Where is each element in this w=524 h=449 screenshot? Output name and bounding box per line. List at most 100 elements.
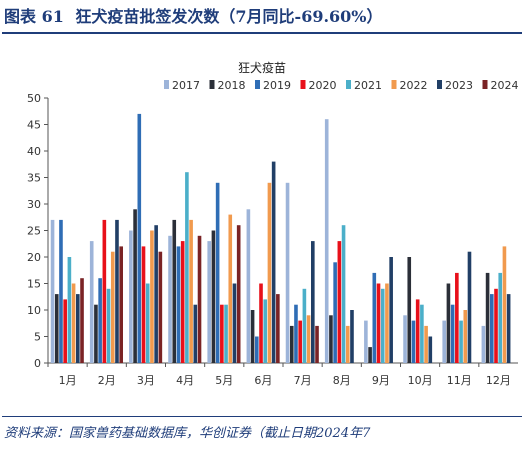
y-tick-label: 15 [27,278,41,291]
bar-2023 [271,161,276,363]
bar-2024 [315,325,319,363]
bar-2018 [172,219,177,363]
bar-2022 [267,182,272,363]
bar-2023 [467,251,472,363]
bar-2017 [207,241,212,363]
bar-2024 [236,225,241,363]
bar-2021 [380,288,385,363]
caption-rule [2,32,522,34]
bar-2021 [263,299,268,363]
x-tick-label: 6月 [254,374,272,387]
bars [50,113,511,364]
bar-2023 [428,336,433,363]
bar-2020 [259,283,263,363]
bar-2022 [228,214,233,363]
bar-2017 [246,209,251,363]
y-tick-label: 30 [27,198,41,211]
bar-2023 [350,310,354,363]
source-rule [2,416,522,417]
source-note: 资料来源：国家兽药基础数据库，华创证券（截止日期2024年7 [4,426,371,441]
bar-2020 [415,299,420,363]
bar-2019 [294,304,298,363]
bar-2019 [176,246,181,363]
y-tick-label: 45 [27,119,41,132]
legend: 2017 2018 2019 2020 2021 2022 2023 2024 [164,79,519,92]
bar-2017 [481,325,486,363]
bar-2023 [154,225,158,363]
y-tick-label: 25 [27,225,41,238]
bar-2021 [341,225,346,363]
bar-2020 [180,241,185,363]
bar-2017 [403,315,407,363]
bar-2021 [145,283,150,363]
legend-label: 2017 [172,79,200,92]
bar-2023 [76,294,80,363]
x-tick-label: 3月 [137,374,155,387]
bar-2020 [298,320,302,363]
y-tick-label: 50 [27,92,41,105]
bar-2017 [50,219,55,363]
bar-2019 [215,182,220,363]
y-tick-label: 40 [27,145,41,158]
legend-swatch [300,80,306,89]
x-tick-label: 5月 [215,374,233,387]
bar-2023 [115,219,119,363]
bar-2021 [185,172,189,363]
bar-2023 [506,294,511,363]
bar-2018 [329,315,333,363]
bar-2019 [489,294,494,363]
bar-2017 [129,230,133,363]
x-tick-label: 8月 [333,374,351,387]
x-tick-label: 7月 [294,374,312,387]
bar-2017 [324,119,329,363]
bar-2022 [502,246,507,363]
bar-2018 [485,272,490,363]
bar-2020 [63,299,67,363]
bar-2022 [306,315,311,363]
legend-label: 2023 [445,79,473,92]
bar-2021 [459,320,463,363]
bar-2018 [94,304,98,363]
bar-2018 [133,209,137,363]
bar-2021 [302,288,307,363]
legend-swatch [391,80,397,89]
bar-2018 [446,283,451,363]
bar-2024 [158,251,163,363]
legend-swatch [437,80,442,89]
bar-2018 [289,325,294,363]
bar-chart: 狂犬疫苗 2017 2018 2019 2020 2021 2022 2023 2024 0 5… [27,60,519,387]
legend-swatch [482,80,488,89]
bar-2021 [420,304,424,363]
bar-2020 [494,288,498,363]
bar-2022 [424,325,428,363]
bar-2019 [59,219,63,363]
bar-2018 [407,257,412,363]
bar-2020 [220,304,224,363]
bar-2020 [102,219,107,363]
y-tick-label: 10 [27,304,41,317]
figure-caption: 图表 61 狂犬疫苗批签发次数（7月同比-69.60%） [4,4,520,30]
bar-2022 [463,310,468,363]
bar-2019 [411,320,416,363]
bar-2021 [224,304,228,363]
bar-2018 [54,294,59,363]
x-tick-label: 1月 [59,374,77,387]
bar-2017 [364,320,368,363]
bar-2020 [376,283,381,363]
bar-2021 [106,288,111,363]
bar-2022 [385,283,389,363]
bar-2024 [80,278,84,363]
legend-label: 2021 [354,79,382,92]
bar-2023 [389,257,393,363]
bar-2017 [285,182,290,363]
x-tick-label: 9月 [372,374,390,387]
bar-2018 [368,347,372,363]
bar-2017 [442,320,447,363]
legend-swatch [346,80,351,89]
legend-swatch [164,80,169,89]
bar-2020 [337,241,342,363]
legend-label: 2024 [491,79,519,92]
legend-label: 2020 [309,79,337,92]
bar-2020 [141,246,146,363]
bar-2022 [150,230,154,363]
